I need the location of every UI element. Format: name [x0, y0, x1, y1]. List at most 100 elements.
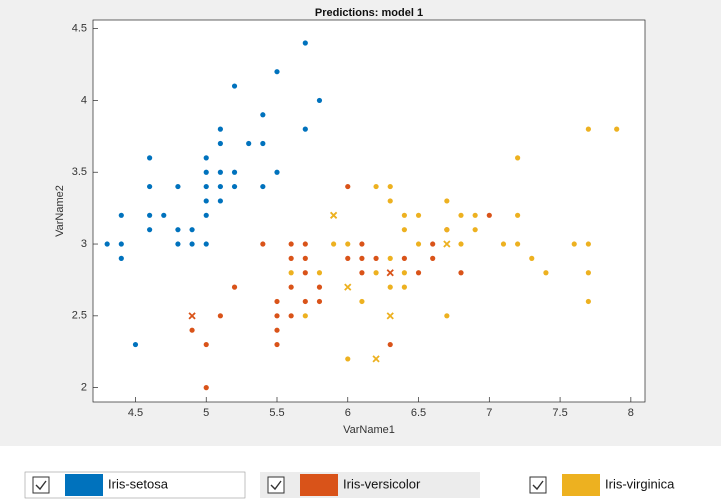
- point: [288, 241, 294, 247]
- point: [217, 126, 223, 132]
- misclassified-point: [329, 211, 338, 219]
- x-tick-label: 7.5: [552, 407, 567, 419]
- misclassified-point: [372, 355, 380, 363]
- legend-checkbox[interactable]: [267, 476, 285, 494]
- point: [274, 313, 280, 319]
- point: [260, 241, 266, 247]
- point: [302, 298, 308, 305]
- point: [486, 212, 492, 218]
- point: [316, 270, 323, 276]
- point: [203, 155, 209, 161]
- point: [217, 313, 223, 319]
- legend-item-bg: [24, 471, 246, 499]
- legend-checkbox[interactable]: [529, 476, 547, 494]
- point: [175, 241, 181, 247]
- point: [359, 241, 365, 247]
- chart-title: Predictions: model 1: [315, 7, 423, 19]
- point: [316, 97, 323, 104]
- point: [118, 212, 124, 218]
- point: [147, 227, 153, 233]
- point: [175, 183, 181, 190]
- x-tick-label: 5.5: [269, 407, 284, 419]
- point: [430, 255, 436, 261]
- point: [515, 155, 521, 161]
- point: [231, 183, 238, 190]
- point: [430, 241, 436, 247]
- point: [288, 313, 294, 319]
- legend-checkbox[interactable]: [32, 476, 50, 494]
- x-tick-label: 6.5: [411, 407, 426, 419]
- point: [585, 270, 591, 276]
- point: [274, 169, 280, 175]
- misclassified-point: [386, 312, 394, 320]
- point: [515, 212, 521, 218]
- x-tick-label: 7: [486, 407, 492, 419]
- point: [472, 227, 478, 233]
- point: [203, 341, 209, 348]
- point: [231, 83, 238, 89]
- y-tick-label: 2: [81, 382, 87, 394]
- point: [260, 140, 266, 147]
- point: [316, 284, 323, 290]
- y-tick-label: 4.5: [72, 23, 87, 35]
- point: [316, 298, 323, 305]
- point: [274, 298, 280, 305]
- point: [260, 112, 266, 118]
- point: [147, 212, 153, 218]
- point: [472, 212, 478, 218]
- point: [260, 183, 266, 190]
- point: [345, 241, 351, 247]
- point: [373, 270, 379, 276]
- point: [359, 298, 365, 305]
- point: [161, 212, 167, 218]
- point: [302, 255, 308, 261]
- point: [274, 327, 280, 333]
- point: [203, 169, 209, 175]
- point: [302, 313, 308, 319]
- point: [331, 241, 337, 247]
- misclassified-point: [344, 283, 352, 291]
- x-axis-label: VarName1: [343, 424, 395, 436]
- point: [458, 212, 464, 218]
- point: [444, 313, 450, 319]
- point: [302, 40, 308, 46]
- x-tick-label: 8: [628, 407, 634, 419]
- misclassified-point: [188, 312, 196, 320]
- point: [458, 270, 464, 276]
- point: [231, 169, 238, 175]
- point: [401, 212, 407, 218]
- point: [529, 255, 535, 261]
- point: [132, 341, 139, 348]
- y-tick-label: 4: [81, 94, 87, 106]
- point: [415, 270, 422, 276]
- legend-swatch: [65, 474, 103, 496]
- point: [189, 227, 195, 233]
- point: [401, 227, 407, 233]
- point: [147, 155, 153, 161]
- point: [614, 126, 620, 132]
- checkmark: [270, 480, 282, 491]
- point: [373, 255, 379, 261]
- point: [203, 385, 209, 391]
- point: [231, 284, 238, 290]
- point: [401, 270, 407, 276]
- point: [288, 284, 294, 290]
- point: [274, 69, 280, 75]
- point: [401, 255, 407, 261]
- point: [217, 183, 223, 190]
- point: [217, 169, 223, 175]
- point: [203, 212, 209, 218]
- point: [387, 341, 393, 348]
- point: [401, 284, 407, 290]
- checkmark: [35, 480, 47, 491]
- point: [217, 140, 223, 147]
- point: [415, 212, 422, 218]
- point: [359, 270, 365, 276]
- axes-box: [92, 19, 646, 403]
- point: [246, 140, 252, 147]
- point: [345, 183, 351, 190]
- point: [387, 183, 393, 190]
- point: [203, 198, 209, 204]
- y-axis-label: VarName2: [54, 185, 66, 237]
